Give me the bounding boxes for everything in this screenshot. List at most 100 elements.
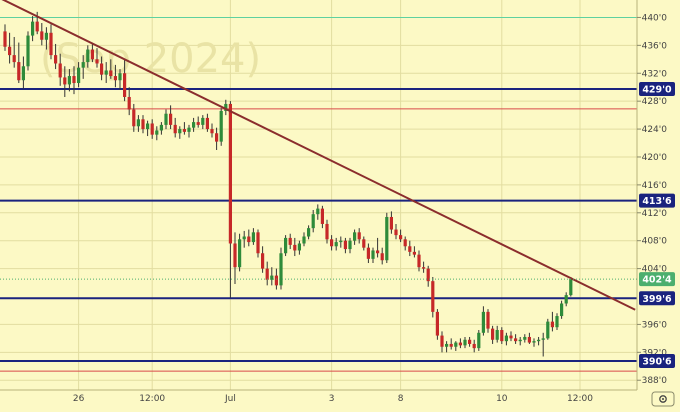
- candle-body: [169, 113, 173, 125]
- x-tick-label: 12:00: [567, 394, 593, 404]
- candle-body: [560, 303, 564, 317]
- candle-body: [127, 96, 131, 110]
- candle-body: [192, 122, 196, 128]
- candle-body: [40, 31, 44, 40]
- candle-body: [440, 335, 444, 347]
- candle-body: [500, 330, 504, 342]
- candle-body: [86, 49, 90, 63]
- candle-body: [58, 63, 62, 78]
- candle-body: [205, 117, 209, 130]
- candle-body: [302, 236, 306, 244]
- x-axis-background: [0, 390, 680, 408]
- y-tick-label: 416'0: [642, 181, 668, 191]
- trendline[interactable]: [0, 0, 636, 311]
- y-tick-label: 396'0: [642, 320, 668, 330]
- candle-body: [408, 246, 412, 252]
- candle-body: [8, 46, 12, 56]
- candle-body: [233, 243, 237, 268]
- candle-body: [564, 295, 568, 304]
- candle-body: [385, 216, 389, 261]
- x-tick-label: 3: [329, 394, 335, 404]
- candle-body: [445, 343, 449, 347]
- candle-body: [412, 251, 416, 255]
- candle-body: [463, 339, 467, 346]
- candle-body: [288, 237, 292, 245]
- candle-body: [182, 129, 186, 132]
- candle-body: [155, 130, 159, 135]
- candle-body: [265, 268, 269, 280]
- y-tick-label: 404'0: [642, 265, 668, 275]
- candle-body: [77, 67, 81, 84]
- candle-body: [178, 129, 182, 134]
- candle-body: [422, 267, 426, 269]
- y-tick-label: 408'0: [642, 237, 668, 247]
- candle-body: [486, 311, 490, 329]
- y-tick-label: 420'0: [642, 153, 668, 163]
- candle-body: [399, 235, 403, 240]
- candle-body: [541, 338, 545, 340]
- level-price-label: 390'6: [642, 357, 672, 368]
- y-tick-label: 412'0: [642, 209, 668, 219]
- candle-body: [454, 342, 458, 347]
- candle-body: [100, 63, 104, 75]
- candle-body: [3, 31, 7, 47]
- candle-body: [431, 281, 435, 312]
- level-price-tag: [639, 81, 675, 96]
- candle-body: [357, 232, 361, 240]
- candle-body: [353, 232, 357, 241]
- candle-body: [495, 330, 499, 340]
- candle-body: [238, 239, 242, 268]
- y-axis: 440'0 436'0 432'0 428'0 424'0 420'0 416'0 412'0…: [0, 13, 675, 386]
- candle-body: [293, 244, 297, 251]
- candle-body: [159, 124, 163, 131]
- candle-body: [394, 229, 398, 236]
- candle-body: [339, 240, 343, 243]
- candle-body: [371, 250, 375, 259]
- level-price-tag: [639, 291, 675, 306]
- candle-body: [546, 321, 550, 339]
- candle-body: [284, 237, 288, 254]
- candle-body: [481, 311, 485, 333]
- candle-body: [146, 123, 150, 130]
- candle-body: [417, 254, 421, 268]
- candle-body: [426, 268, 430, 282]
- candle-body: [141, 119, 145, 130]
- candle-body: [261, 253, 265, 269]
- candle-body: [113, 76, 117, 81]
- y-tick-label: 424'0: [642, 125, 668, 135]
- x-tick-label: Jul: [224, 394, 236, 404]
- candle-body: [468, 339, 472, 344]
- candle-body: [67, 76, 71, 85]
- candle-body: [109, 70, 113, 77]
- level-lines: [0, 16, 637, 372]
- candle-body: [228, 103, 232, 244]
- candle-body: [63, 77, 67, 85]
- candle-body: [49, 32, 53, 56]
- axis-settings-button[interactable]: [651, 391, 675, 407]
- candle-body: [527, 336, 531, 343]
- candle-body: [343, 240, 347, 250]
- candle-body: [26, 35, 30, 67]
- candle-body: [509, 335, 513, 339]
- candle-body: [256, 232, 260, 254]
- candle-body: [376, 250, 380, 254]
- candle-body: [316, 208, 320, 215]
- candle-body: [104, 70, 108, 75]
- candle-body: [201, 117, 205, 125]
- candle-body: [118, 73, 122, 81]
- y-tick-label: 436'0: [642, 41, 668, 51]
- candle-body: [210, 129, 214, 134]
- candle-body: [518, 339, 522, 342]
- candle-body: [95, 59, 99, 64]
- candle-body: [187, 127, 191, 132]
- candle-body: [555, 316, 559, 328]
- candle-body: [164, 113, 168, 125]
- candle-body: [123, 73, 127, 97]
- candle-body: [435, 311, 439, 336]
- candle-body: [320, 208, 324, 224]
- candle-body: [274, 275, 278, 286]
- candle-body: [504, 335, 508, 342]
- candle-body: [279, 253, 283, 286]
